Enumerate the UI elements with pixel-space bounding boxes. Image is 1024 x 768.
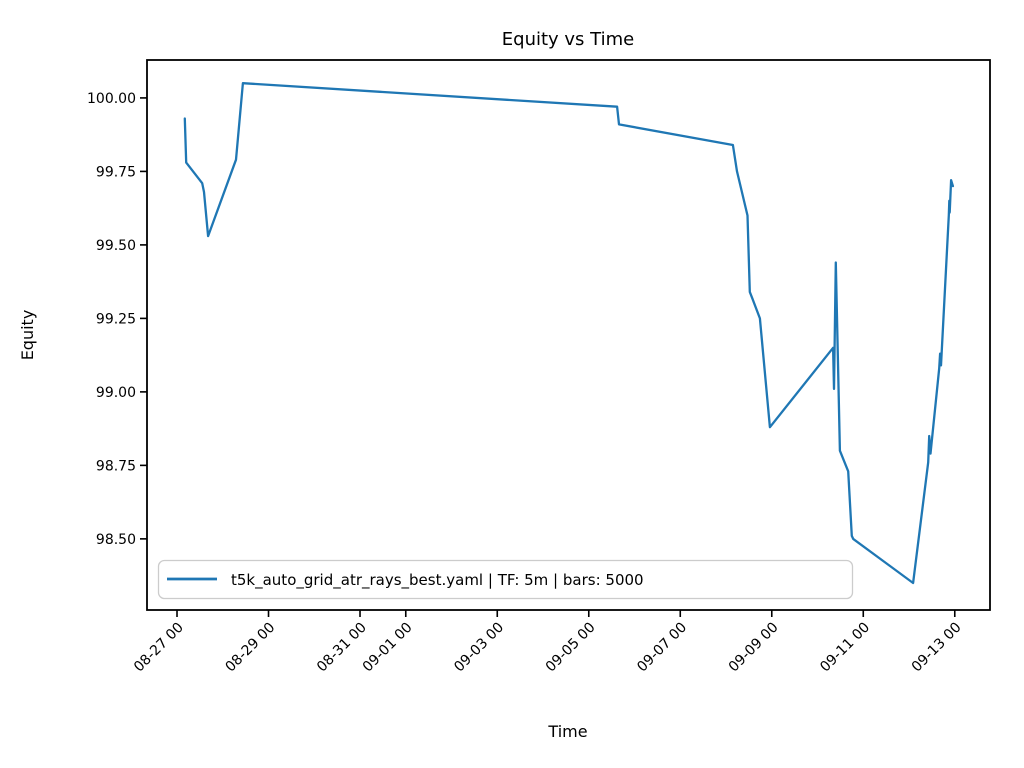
- x-tick-label: 08-27 00: [131, 620, 187, 676]
- y-tick-label: 100.00: [87, 91, 136, 107]
- legend: t5k_auto_grid_atr_rays_best.yaml | TF: 5…: [157, 559, 854, 600]
- y-tick-label: 99.25: [96, 311, 136, 327]
- x-tick-label: 09-13 00: [909, 620, 965, 676]
- y-tick-label: 98.75: [96, 458, 136, 474]
- x-tick-label: 08-29 00: [223, 620, 279, 676]
- equity-line-series: [183, 82, 955, 585]
- x-tick-label: 09-03 00: [451, 620, 507, 676]
- y-tick-label: 99.75: [96, 164, 136, 180]
- plot-frame: [146, 59, 991, 611]
- y-tick-label: 98.50: [96, 532, 136, 548]
- y-axis-ticks: 98.50 98.75 99.00 99.25 99.50 99.75 100.00: [87, 91, 147, 548]
- chart-title: Equity vs Time: [502, 29, 634, 50]
- y-tick-label: 99.50: [96, 238, 136, 254]
- x-tick-label: 09-01 00: [360, 620, 416, 676]
- x-tick-label: 09-07 00: [634, 620, 690, 676]
- legend-box: [157, 559, 854, 600]
- x-tick-label: 09-05 00: [543, 620, 599, 676]
- x-tick-label: 09-09 00: [726, 620, 782, 676]
- x-tick-label: 09-11 00: [817, 620, 873, 676]
- legend-label: t5k_auto_grid_atr_rays_best.yaml | TF: 5…: [231, 571, 644, 590]
- x-axis-label: Time: [547, 722, 587, 741]
- y-tick-label: 99.00: [96, 385, 136, 401]
- y-axis-label: Equity: [18, 310, 37, 361]
